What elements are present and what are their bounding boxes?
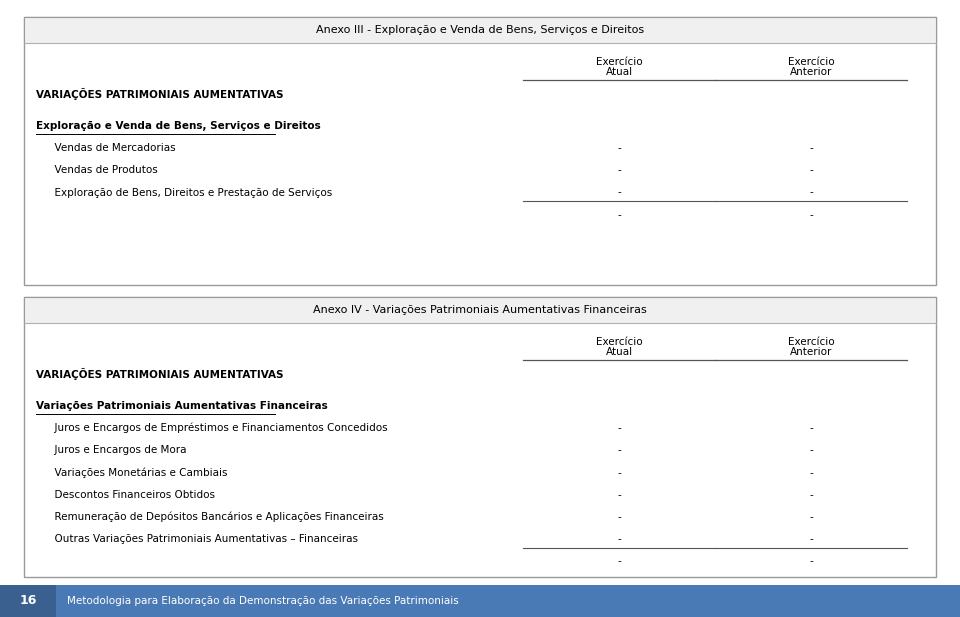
Text: Metodologia para Elaboração da Demonstração das Variações Patrimoniais: Metodologia para Elaboração da Demonstra… bbox=[67, 596, 459, 606]
Text: Vendas de Mercadorias: Vendas de Mercadorias bbox=[48, 143, 176, 153]
Text: -: - bbox=[617, 490, 621, 500]
Text: -: - bbox=[809, 143, 813, 153]
Text: Descontos Financeiros Obtidos: Descontos Financeiros Obtidos bbox=[48, 490, 215, 500]
Text: -: - bbox=[617, 468, 621, 478]
Text: -: - bbox=[809, 423, 813, 433]
Text: Variações Monetárias e Cambiais: Variações Monetárias e Cambiais bbox=[48, 467, 228, 478]
FancyBboxPatch shape bbox=[24, 17, 936, 285]
Text: Anexo III - Exploração e Venda de Bens, Serviços e Direitos: Anexo III - Exploração e Venda de Bens, … bbox=[316, 25, 644, 35]
Text: Atual: Atual bbox=[606, 347, 633, 357]
FancyBboxPatch shape bbox=[24, 297, 936, 577]
Text: Anterior: Anterior bbox=[790, 347, 832, 357]
FancyBboxPatch shape bbox=[0, 585, 56, 617]
Text: Exercício: Exercício bbox=[788, 337, 834, 347]
Text: -: - bbox=[809, 188, 813, 197]
Text: 16: 16 bbox=[19, 594, 36, 608]
Text: Remuneração de Depósitos Bancários e Aplicações Financeiras: Remuneração de Depósitos Bancários e Apl… bbox=[48, 511, 384, 523]
Text: Variações Patrimoniais Aumentativas Financeiras: Variações Patrimoniais Aumentativas Fina… bbox=[36, 401, 327, 411]
Text: VARIAÇÕES PATRIMONIAIS AUMENTATIVAS: VARIAÇÕES PATRIMONIAIS AUMENTATIVAS bbox=[36, 88, 283, 100]
Text: Anterior: Anterior bbox=[790, 67, 832, 77]
Text: Exploração de Bens, Direitos e Prestação de Serviços: Exploração de Bens, Direitos e Prestação… bbox=[48, 188, 332, 197]
Text: -: - bbox=[809, 165, 813, 175]
Text: -: - bbox=[617, 423, 621, 433]
Text: -: - bbox=[617, 445, 621, 455]
Text: Juros e Encargos de Mora: Juros e Encargos de Mora bbox=[48, 445, 186, 455]
Text: Anexo IV - Variações Patrimoniais Aumentativas Financeiras: Anexo IV - Variações Patrimoniais Aument… bbox=[313, 305, 647, 315]
Text: Exploração e Venda de Bens, Serviços e Direitos: Exploração e Venda de Bens, Serviços e D… bbox=[36, 121, 321, 131]
Text: Vendas de Produtos: Vendas de Produtos bbox=[48, 165, 157, 175]
Text: -: - bbox=[617, 188, 621, 197]
Text: -: - bbox=[809, 534, 813, 544]
Text: Atual: Atual bbox=[606, 67, 633, 77]
Text: -: - bbox=[617, 210, 621, 220]
Text: -: - bbox=[617, 557, 621, 566]
Text: -: - bbox=[809, 557, 813, 566]
Text: -: - bbox=[617, 165, 621, 175]
Text: -: - bbox=[809, 512, 813, 522]
Text: -: - bbox=[809, 445, 813, 455]
FancyBboxPatch shape bbox=[24, 17, 936, 43]
Text: -: - bbox=[809, 468, 813, 478]
Text: Outras Variações Patrimoniais Aumentativas – Financeiras: Outras Variações Patrimoniais Aumentativ… bbox=[48, 534, 358, 544]
Text: VARIAÇÕES PATRIMONIAIS AUMENTATIVAS: VARIAÇÕES PATRIMONIAIS AUMENTATIVAS bbox=[36, 368, 283, 380]
Text: -: - bbox=[809, 490, 813, 500]
Text: -: - bbox=[617, 512, 621, 522]
FancyBboxPatch shape bbox=[0, 585, 960, 617]
Text: Exercício: Exercício bbox=[788, 57, 834, 67]
Text: -: - bbox=[617, 534, 621, 544]
Text: Exercício: Exercício bbox=[596, 337, 642, 347]
FancyBboxPatch shape bbox=[24, 297, 936, 323]
Text: Juros e Encargos de Empréstimos e Financiamentos Concedidos: Juros e Encargos de Empréstimos e Financ… bbox=[48, 423, 388, 434]
Text: Exercício: Exercício bbox=[596, 57, 642, 67]
Text: -: - bbox=[617, 143, 621, 153]
Text: -: - bbox=[809, 210, 813, 220]
